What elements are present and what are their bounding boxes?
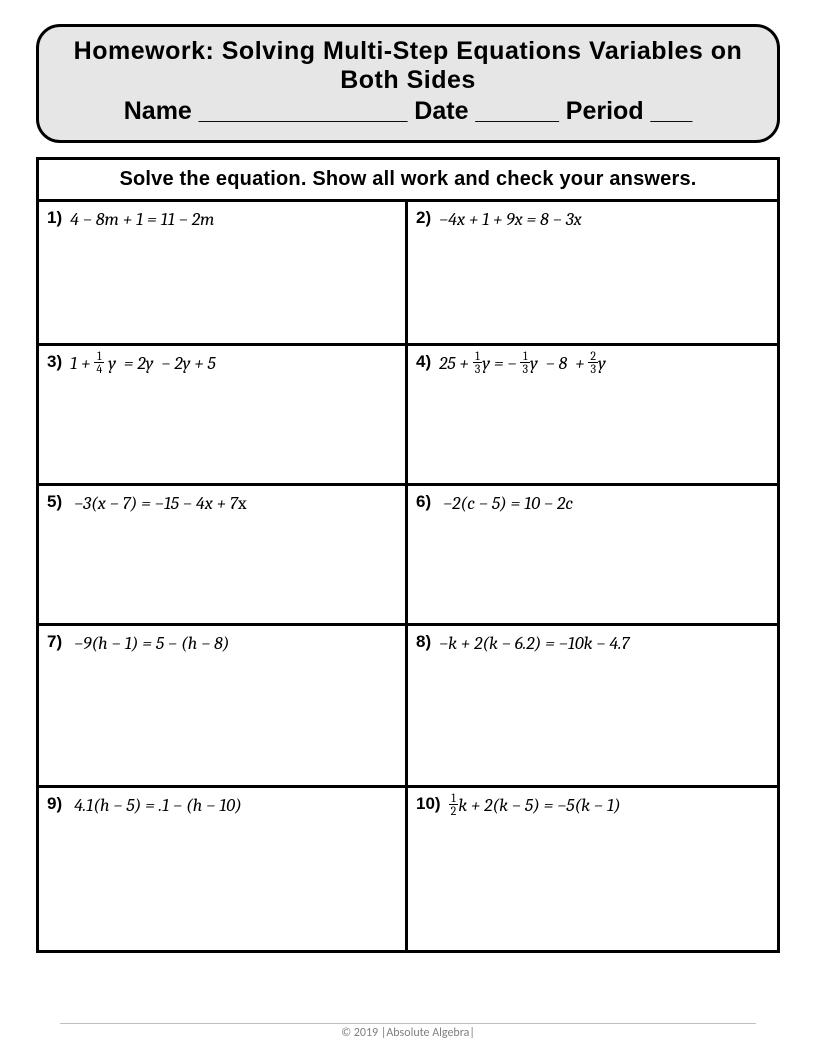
problem-number: 1) (47, 208, 62, 228)
problem-number: 10) (416, 794, 441, 814)
equation: 25 + 13y = − 13y − 8 + 23y (439, 352, 606, 377)
name-date-period-line: Name _______________ Date ______ Period … (57, 97, 759, 126)
problem-number: 2) (416, 208, 431, 228)
footer-copyright: © 2019 |Absolute Algebra| (60, 1023, 756, 1040)
worksheet-page: Homework: Solving Multi-Step Equations V… (0, 0, 816, 953)
problem-cell: 7) −9(h − 1) = 5 − (h − 8) (39, 626, 408, 788)
problem: 2) −4x + 1 + 9x = 8 − 3x (416, 208, 769, 231)
problem: 7) −9(h − 1) = 5 − (h − 8) (47, 632, 397, 655)
problem: 3) 1 + 14 y = 2y − 2y + 5 (47, 352, 397, 377)
problem-cell: 1) 4 − 8m + 1 = 11 − 2m (39, 202, 408, 346)
equation: 12k + 2(k − 5) = −5(k − 1) (449, 794, 621, 819)
problem: 8) −k + 2(k − 6.2) = −10k − 4.7 (416, 632, 769, 655)
equation: 4.1(h − 5) = .1 − (h − 10) (70, 794, 242, 817)
equation: −4x + 1 + 9x = 8 − 3x (439, 208, 582, 231)
problem-cell: 8) −k + 2(k − 6.2) = −10k − 4.7 (408, 626, 777, 788)
problem-cell: 2) −4x + 1 + 9x = 8 − 3x (408, 202, 777, 346)
equation: −9(h − 1) = 5 − (h − 8) (70, 632, 229, 655)
worksheet-title: Homework: Solving Multi-Step Equations V… (57, 37, 759, 97)
problem-number: 3) (47, 352, 62, 372)
problem: 4) 25 + 13y = − 13y − 8 + 23y (416, 352, 769, 377)
problem-cell: 6) −2(c − 5) = 10 − 2c (408, 486, 777, 626)
instructions: Solve the equation. Show all work and ch… (39, 160, 777, 202)
equation: 4 − 8m + 1 = 11 − 2m (70, 208, 214, 231)
equation: −3(x − 7) = −15 − 4x + 7x (70, 492, 246, 515)
equation: −2(c − 5) = 10 − 2c (439, 492, 573, 515)
problem-number: 9) (47, 794, 62, 814)
problem-cell: 3) 1 + 14 y = 2y − 2y + 5 (39, 346, 408, 486)
problem-number: 4) (416, 352, 431, 372)
problem: 9) 4.1(h − 5) = .1 − (h − 10) (47, 794, 397, 817)
problem: 10) 12k + 2(k − 5) = −5(k − 1) (416, 794, 769, 819)
problem-number: 8) (416, 632, 431, 652)
problem-number: 5) (47, 492, 62, 512)
problem: 1) 4 − 8m + 1 = 11 − 2m (47, 208, 397, 231)
problem-number: 7) (47, 632, 62, 652)
equation: −k + 2(k − 6.2) = −10k − 4.7 (439, 632, 629, 655)
problem: 5) −3(x − 7) = −15 − 4x + 7x (47, 492, 397, 515)
problem-cell: 9) 4.1(h − 5) = .1 − (h − 10) (39, 788, 408, 950)
problem-grid: 1) 4 − 8m + 1 = 11 − 2m 2) −4x + 1 + 9x = 8… (39, 202, 777, 950)
equation: 1 + 14 y = 2y − 2y + 5 (70, 352, 216, 377)
worksheet-frame: Solve the equation. Show all work and ch… (36, 157, 780, 953)
problem-cell: 5) −3(x − 7) = −15 − 4x + 7x (39, 486, 408, 626)
problem-cell: 4) 25 + 13y = − 13y − 8 + 23y (408, 346, 777, 486)
header-box: Homework: Solving Multi-Step Equations V… (36, 24, 780, 143)
problem-cell: 10) 12k + 2(k − 5) = −5(k − 1) (408, 788, 777, 950)
problem-number: 6) (416, 492, 431, 512)
problem: 6) −2(c − 5) = 10 − 2c (416, 492, 769, 515)
